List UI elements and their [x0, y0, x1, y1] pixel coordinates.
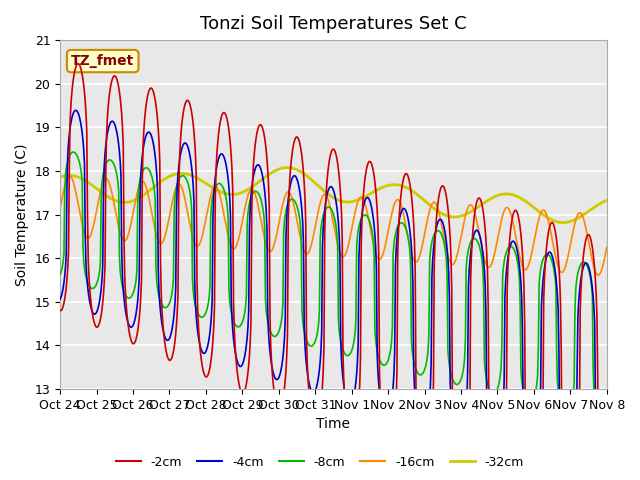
- X-axis label: Time: Time: [317, 418, 351, 432]
- Text: TZ_fmet: TZ_fmet: [71, 54, 134, 68]
- Title: Tonzi Soil Temperatures Set C: Tonzi Soil Temperatures Set C: [200, 15, 467, 33]
- Legend: -2cm, -4cm, -8cm, -16cm, -32cm: -2cm, -4cm, -8cm, -16cm, -32cm: [111, 451, 529, 474]
- Y-axis label: Soil Temperature (C): Soil Temperature (C): [15, 144, 29, 286]
